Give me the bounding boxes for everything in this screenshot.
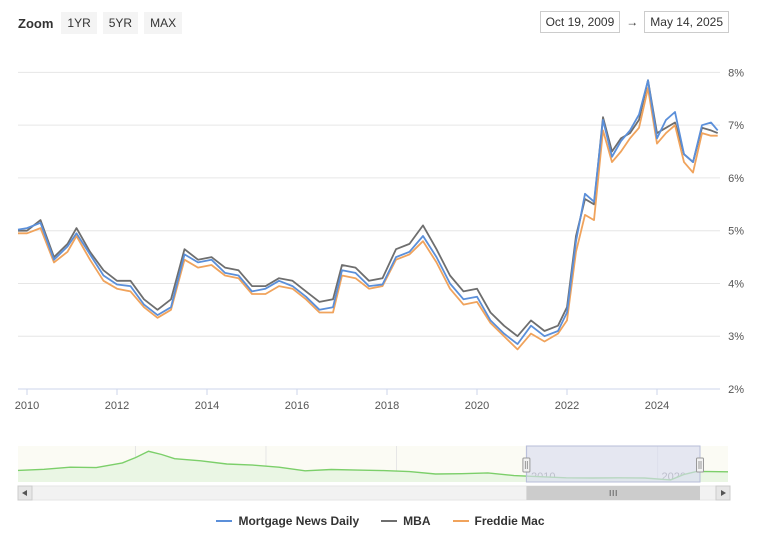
legend-swatch-freddie (452, 520, 469, 522)
x-tick-label: 2012 (105, 400, 129, 410)
legend-item-freddie[interactable]: Freddie Mac (452, 514, 545, 528)
x-tick-label: 2010 (15, 400, 39, 410)
navigator-selection (525, 445, 701, 483)
series-line-freddie-mac (18, 87, 718, 351)
legend-item-mnd[interactable]: Mortgage News Daily (216, 514, 359, 528)
legend-swatch-mba (381, 520, 398, 522)
range-to-input[interactable]: May 14, 2025 (644, 11, 729, 33)
y-tick-label: 7% (728, 120, 744, 132)
legend-label-mnd: Mortgage News Daily (238, 514, 360, 528)
zoom-label: Zoom (18, 15, 54, 31)
zoom-max-button[interactable]: MAX (144, 12, 183, 34)
x-tick-label: 2024 (645, 400, 669, 410)
series-line-mortgage-news-daily (17, 79, 719, 345)
series-line-mba (18, 79, 719, 338)
y-tick-label: 6% (728, 173, 744, 185)
x-tick-label: 2014 (195, 400, 219, 410)
x-tick-label: 2020 (465, 400, 489, 410)
main-chart: 2% 3% 4% 5% 6% 7% 8% 2010 2012 2014 2016 2018 2020 20… (15, 67, 744, 410)
zoom-bar: Zoom 1YR 5YR MAX (18, 12, 183, 34)
x-tick-label: 2022 (555, 400, 579, 410)
range-from-input[interactable]: Oct 19, 2009 (539, 11, 621, 33)
legend-item-mba[interactable]: MBA (381, 514, 431, 528)
legend-swatch-mnd (216, 520, 233, 522)
y-tick-label: 3% (728, 331, 744, 343)
zoom-1yr-button[interactable]: 1YR (61, 12, 97, 34)
legend-label-mba: MBA (403, 514, 431, 528)
x-tick-label: 2018 (375, 400, 399, 410)
x-tick-label: 2016 (285, 400, 309, 410)
y-tick-label: 8% (728, 67, 744, 79)
navigator-handle-left (522, 457, 531, 473)
navigator-chart[interactable]: 19801990200020102020 (0, 444, 761, 504)
chevron-right-icon (721, 490, 726, 496)
y-tick-label: 5% (728, 226, 744, 238)
date-range-selector: Oct 19, 2009 → May 14, 2025 (539, 11, 729, 33)
legend-label-freddie: Freddie Mac (474, 514, 545, 528)
legend: Mortgage News Daily MBA Freddie Mac (0, 514, 761, 528)
zoom-5yr-button[interactable]: 5YR (102, 12, 139, 34)
chevron-left-icon (22, 490, 27, 496)
y-tick-label: 4% (728, 278, 744, 290)
navigator-area (18, 451, 728, 482)
range-arrow-icon: → (626, 15, 639, 29)
navigator-handle-right (696, 457, 704, 473)
y-tick-label: 2% (728, 384, 744, 396)
